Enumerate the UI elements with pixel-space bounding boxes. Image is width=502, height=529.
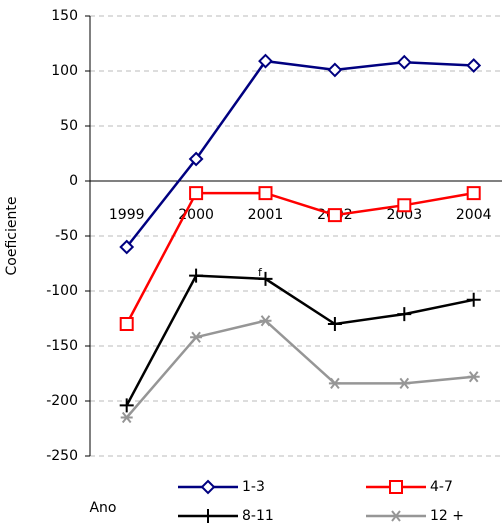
marker	[397, 307, 412, 322]
legend-label: 1-3	[242, 479, 265, 495]
y-tick-label: -250	[46, 448, 78, 464]
y-tick-label: -100	[46, 283, 78, 299]
marker	[259, 315, 272, 327]
legend-marker	[201, 509, 215, 523]
legend-marker	[390, 510, 402, 522]
marker	[327, 208, 342, 223]
line	[125, 274, 474, 406]
marker	[328, 377, 341, 390]
marker	[398, 377, 411, 390]
legend-label: 12 +	[430, 508, 464, 524]
marker	[120, 411, 133, 424]
marker	[466, 58, 482, 73]
marker	[327, 317, 342, 331]
marker	[190, 331, 203, 343]
x-tick-label: 1999	[109, 207, 145, 223]
x-axis-label: Ano	[89, 500, 116, 516]
y-tick-label: -150	[46, 338, 78, 354]
legend-label: 8-11	[242, 508, 274, 524]
marker	[119, 317, 134, 331]
marker	[189, 186, 204, 201]
marker	[119, 239, 135, 255]
x-tick-label: 2003	[386, 207, 422, 223]
marker	[327, 62, 343, 78]
y-tick-label: 150	[51, 8, 78, 24]
marker	[119, 398, 134, 413]
x-tick-label: 2004	[456, 207, 492, 223]
line	[125, 59, 474, 248]
marker	[258, 271, 273, 286]
legend-marker	[389, 480, 403, 494]
marker	[397, 198, 412, 213]
marker	[467, 371, 480, 383]
marker	[466, 186, 481, 201]
marker	[396, 54, 412, 70]
y-tick-label: -200	[46, 393, 78, 409]
legend-marker	[200, 479, 216, 495]
annotation: f	[258, 266, 263, 279]
marker	[258, 53, 273, 69]
marker	[189, 268, 204, 283]
marker	[466, 292, 481, 307]
marker	[188, 151, 204, 167]
line	[125, 319, 474, 419]
legend-label: 4-7	[430, 479, 453, 495]
y-tick-label: 100	[51, 63, 78, 79]
y-tick-label: 0	[69, 173, 78, 189]
marker	[258, 186, 273, 201]
x-tick-label: 2001	[248, 207, 284, 223]
y-tick-label: -50	[55, 228, 78, 244]
y-tick-label: 50	[60, 118, 78, 134]
line	[125, 191, 474, 325]
y-axis-label: Coeficiente	[4, 197, 20, 276]
